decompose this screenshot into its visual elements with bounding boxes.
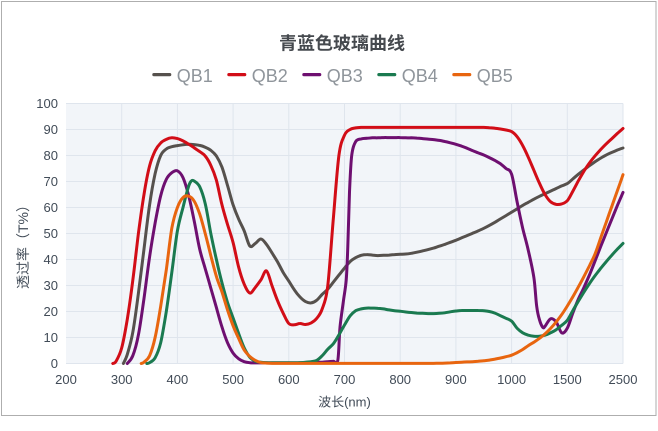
svg-text:(nm): (nm) [344, 395, 371, 410]
svg-text:60: 60 [44, 200, 58, 215]
svg-text:500: 500 [222, 372, 244, 387]
svg-text:300: 300 [111, 372, 133, 387]
svg-text:900: 900 [445, 372, 467, 387]
svg-text:QB1: QB1 [177, 66, 213, 86]
svg-text:QB2: QB2 [252, 66, 288, 86]
svg-text:T%: T% [15, 212, 31, 233]
svg-text:40: 40 [44, 252, 58, 267]
svg-text:10: 10 [44, 330, 58, 345]
svg-text:QB4: QB4 [402, 66, 438, 86]
svg-text:0: 0 [51, 356, 58, 371]
svg-text:100: 100 [36, 96, 58, 111]
svg-text:30: 30 [44, 278, 58, 293]
svg-text:70: 70 [44, 174, 58, 189]
svg-text:90: 90 [44, 122, 58, 137]
svg-text:400: 400 [167, 372, 189, 387]
svg-text:800: 800 [389, 372, 411, 387]
svg-text:700: 700 [334, 372, 356, 387]
svg-text:QB5: QB5 [477, 66, 513, 86]
svg-text:1500: 1500 [553, 372, 582, 387]
svg-text:1000: 1000 [497, 372, 526, 387]
svg-text:600: 600 [278, 372, 300, 387]
svg-text:200: 200 [55, 372, 77, 387]
svg-text:QB3: QB3 [327, 66, 363, 86]
svg-text:20: 20 [44, 304, 58, 319]
svg-text:80: 80 [44, 148, 58, 163]
svg-text:50: 50 [44, 226, 58, 241]
svg-text:2500: 2500 [609, 372, 638, 387]
